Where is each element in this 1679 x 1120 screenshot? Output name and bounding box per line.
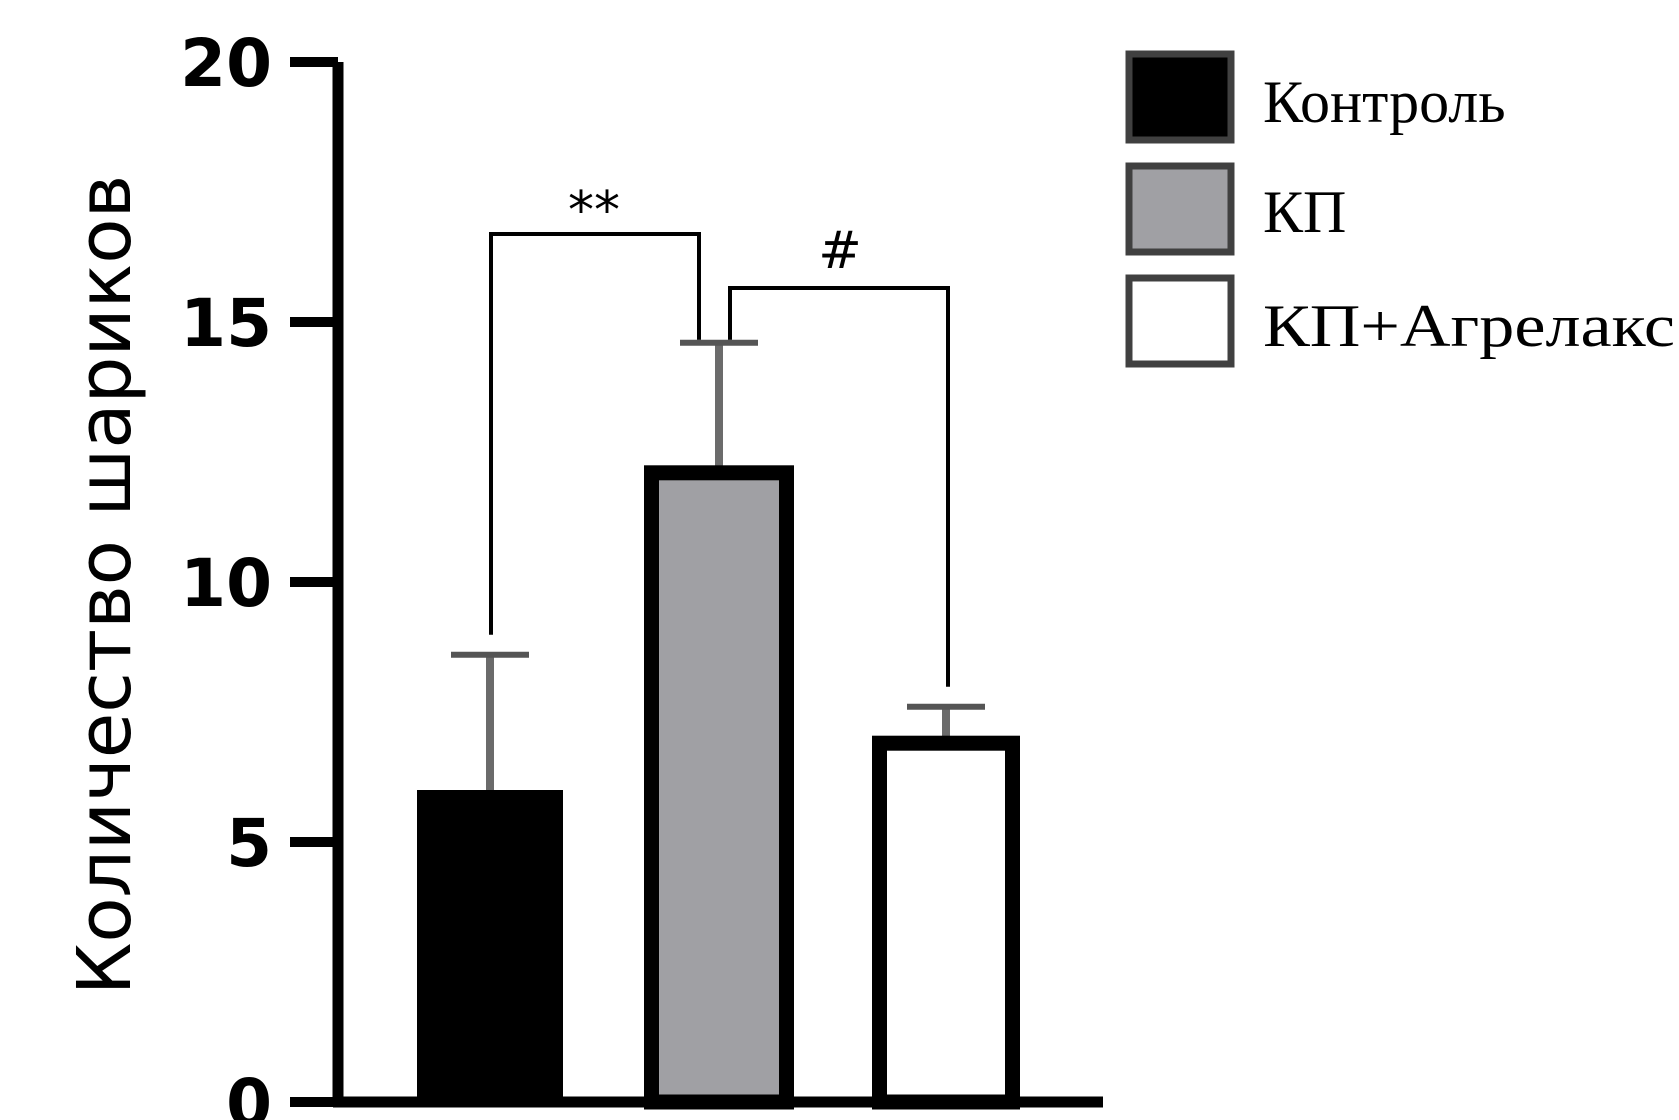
significance-label: ** — [568, 181, 620, 241]
significance-bracket — [728, 286, 950, 687]
legend-swatch-control — [1125, 50, 1235, 144]
bars — [417, 465, 1020, 1110]
significance-bracket — [489, 232, 701, 635]
bar-control — [417, 790, 563, 1102]
y-tick-label: 15 — [180, 285, 272, 362]
y-tick-label: 5 — [226, 805, 272, 882]
y-tick-label: 20 — [180, 25, 272, 102]
legend-label-kp: КП — [1263, 179, 1346, 245]
y-ticks: 0 5 10 15 20 — [180, 25, 338, 1120]
legend-swatch-kp-agrelax — [1125, 274, 1235, 368]
significance-brackets: ** # — [489, 181, 950, 687]
legend: Контроль КП КП+Агрелакс — [1125, 50, 1675, 368]
legend-swatch-kp — [1125, 162, 1235, 256]
y-tick-label: 10 — [180, 545, 272, 622]
bar-kp-agrelax — [872, 735, 1020, 1110]
y-tick-label: 0 — [226, 1065, 272, 1120]
significance-label: # — [818, 221, 862, 281]
bar-kp — [644, 465, 794, 1110]
y-axis-label: Количество шариков — [62, 175, 148, 995]
legend-label-kp-agrelax: КП+Агрелакс — [1263, 293, 1675, 359]
legend-label-control: Контроль — [1263, 69, 1506, 135]
